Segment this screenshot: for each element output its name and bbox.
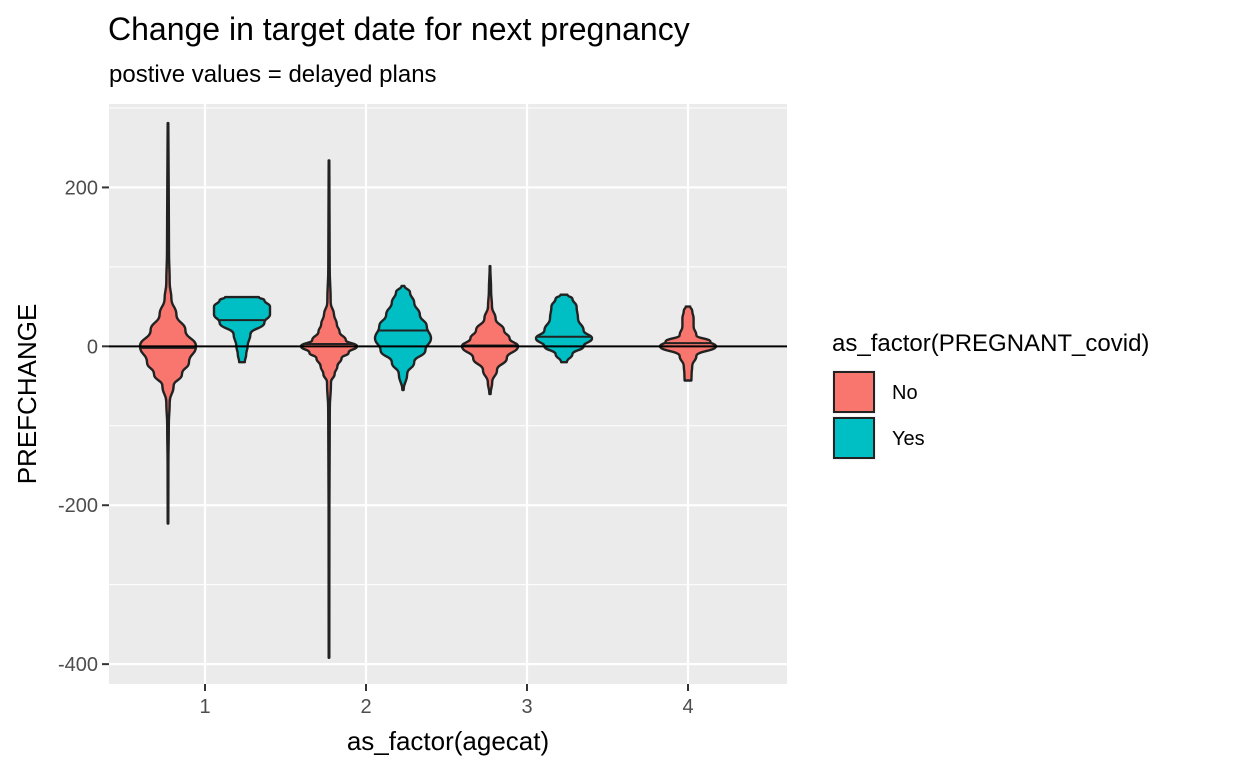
violin-layer <box>138 121 718 659</box>
y-tick-label: 0 <box>87 336 98 358</box>
legend-label-yes: Yes <box>892 428 925 450</box>
violin-no-1 <box>138 121 198 525</box>
y-tick-label: -400 <box>58 654 98 676</box>
x-axis-title: as_factor(agecat) <box>347 726 549 756</box>
plot-panel <box>109 104 787 684</box>
y-tick-label: -200 <box>58 495 98 517</box>
legend-label-no: No <box>892 382 918 404</box>
x-tick-label: 2 <box>360 696 371 718</box>
x-tick-label: 3 <box>521 696 532 718</box>
y-tick-label: 200 <box>65 177 98 199</box>
legend-entries: No Yes <box>832 370 925 460</box>
chart-title: Change in target date for next pregnancy <box>108 11 690 47</box>
legend: as_factor(PREGNANT_covid) No Yes <box>832 330 1149 460</box>
violin-no-2 <box>299 159 359 659</box>
legend-key-no <box>833 371 875 413</box>
legend-title: as_factor(PREGNANT_covid) <box>832 330 1149 357</box>
tick-layer: -400 -200 0 200 1 2 3 4 <box>58 177 694 718</box>
legend-key-yes <box>833 417 875 459</box>
violin-yes-3 <box>534 293 594 364</box>
violin-yes-2 <box>373 284 433 392</box>
chart-subtitle: postive values = delayed plans <box>109 61 437 88</box>
violin-yes-1 <box>212 295 272 364</box>
violin-no-3 <box>460 264 520 396</box>
x-tick-label: 1 <box>199 696 210 718</box>
y-axis-title: PREFCHANGE <box>12 304 42 485</box>
x-tick-label: 4 <box>682 696 693 718</box>
